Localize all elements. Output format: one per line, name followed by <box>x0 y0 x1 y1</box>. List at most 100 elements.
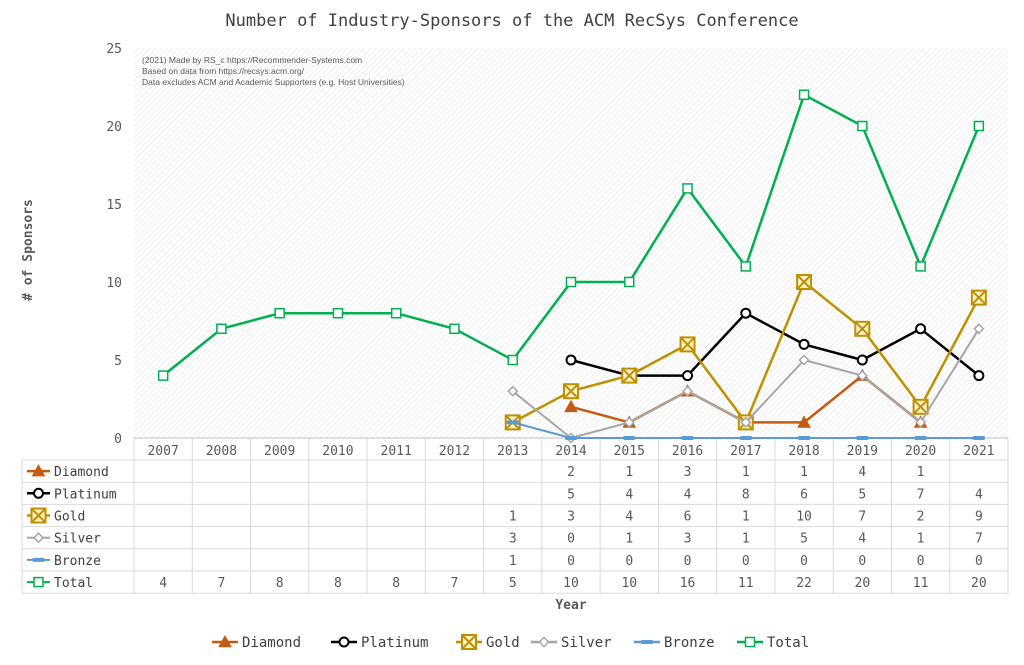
data-point <box>796 274 813 290</box>
data-point <box>679 336 696 353</box>
marker-cross <box>621 367 637 384</box>
x-tick-label: 2017 <box>730 444 761 459</box>
data-point <box>740 416 752 428</box>
data-point <box>682 183 693 194</box>
marker-cross <box>796 274 812 290</box>
legend-label: Silver <box>561 635 612 651</box>
data-point <box>740 261 752 272</box>
table-cell-value: 6 <box>800 487 808 502</box>
row-label: Bronze <box>54 554 101 569</box>
x-tick-label: 2010 <box>322 444 353 459</box>
data-point <box>798 436 811 440</box>
legend-item-diamond: Diamond <box>212 634 301 651</box>
table-cell-value: 1 <box>917 465 925 480</box>
x-tick-label: 2007 <box>147 444 178 459</box>
x-tick-label: 2014 <box>555 444 586 459</box>
row-legend-marker <box>32 532 45 544</box>
table-cell-value: 0 <box>917 554 925 569</box>
table-cell-value: 5 <box>567 487 575 502</box>
row-legend-marker <box>31 464 46 477</box>
x-tick-label: 2018 <box>788 444 819 459</box>
table-cell-value: 5 <box>858 487 866 502</box>
data-point <box>565 354 577 366</box>
row-legend-marker <box>32 557 45 562</box>
series-line <box>570 311 980 377</box>
data-table: 2007 2008 2009 2010 2011 2012 2013 2014 2015 2016… <box>21 437 1009 594</box>
table-cell-value: 2 <box>917 510 925 525</box>
note-line: Data excludes ACM and Academic Supporter… <box>142 77 405 87</box>
table-cell-value: 1 <box>509 554 517 569</box>
table-cell-value: 5 <box>509 576 517 591</box>
data-point <box>856 370 868 382</box>
series-silver <box>507 323 985 444</box>
table-cell-value: 10 <box>563 576 579 591</box>
marker-cross <box>563 383 579 399</box>
table-cell-value: 0 <box>858 554 866 569</box>
table-cell-value: 0 <box>625 554 633 569</box>
table-cell-value: 8 <box>276 576 284 591</box>
data-point <box>563 383 579 400</box>
data-point <box>624 276 635 288</box>
x-tick-label: 2019 <box>847 444 878 459</box>
table-cell-value: 7 <box>858 510 866 525</box>
table-cell-value: 4 <box>159 576 167 591</box>
table-cell-value: 3 <box>684 532 692 547</box>
data-point <box>565 436 577 440</box>
table-row-bronze: Bronze 1 0 0 0 0 0 0 0 0 <box>27 554 983 569</box>
data-point <box>623 416 635 428</box>
legend-marker <box>538 636 550 648</box>
legend-item-platinum: Platinum <box>331 635 428 651</box>
table-cell-value: 4 <box>858 465 866 480</box>
table-cell-value: 1 <box>742 465 750 480</box>
table-cell-value: 1 <box>625 532 633 547</box>
x-tick-label: 2015 <box>614 444 645 459</box>
legend: Diamond Platinum Gold Silver Bronze Total <box>212 634 809 651</box>
table-cell-value: 7 <box>917 487 925 502</box>
marker-cross <box>854 321 871 337</box>
data-point <box>915 416 927 428</box>
row-legend-marker <box>33 576 44 588</box>
x-tick-label: 2011 <box>381 444 412 459</box>
data-point <box>970 289 987 306</box>
data-point <box>915 323 927 335</box>
y-tick-label: 0 <box>114 432 122 447</box>
row-label: Diamond <box>54 465 109 480</box>
data-point <box>797 415 811 428</box>
legend-label: Total <box>767 635 809 651</box>
table-cell-value: 4 <box>684 487 692 502</box>
data-point <box>621 367 638 384</box>
legend-item-silver: Silver <box>531 635 612 651</box>
row-legend-marker <box>33 487 44 499</box>
data-point <box>856 354 868 366</box>
marker-cross <box>461 634 477 650</box>
table-cell-value: 0 <box>742 554 750 569</box>
legend-marker <box>461 634 477 650</box>
data-point <box>449 323 460 335</box>
data-point <box>915 261 926 272</box>
data-point <box>798 354 810 366</box>
table-cell-value: 7 <box>451 576 459 591</box>
table-cell-value: 8 <box>742 487 750 502</box>
legend-label: Gold <box>486 635 520 651</box>
y-axis-label: # of Sponsors <box>21 199 36 301</box>
data-point <box>564 399 578 413</box>
data-point <box>507 385 519 397</box>
table-cell-value: 3 <box>509 532 517 547</box>
legend-label: Bronze <box>664 635 715 651</box>
x-tick-label: 2008 <box>206 444 237 459</box>
legend-item-gold: Gold <box>456 634 520 651</box>
row-label: Total <box>54 576 93 591</box>
table-cell-value: 1 <box>742 510 750 525</box>
table-cell-value: 4 <box>625 487 633 502</box>
table-row-gold: Gold 1 3 4 6 1 10 7 2 9 <box>27 507 983 525</box>
table-cell-value: 3 <box>567 510 575 525</box>
table-cell-value: 4 <box>858 532 866 547</box>
table-cell-value: 1 <box>917 532 925 547</box>
x-tick-label: 2016 <box>672 444 703 459</box>
x-tick-label: 2020 <box>905 444 936 459</box>
table-cell-value: 22 <box>796 576 812 591</box>
table-cell-value: 8 <box>334 576 342 591</box>
table-cell-value: 16 <box>680 576 696 591</box>
data-point <box>856 436 869 440</box>
